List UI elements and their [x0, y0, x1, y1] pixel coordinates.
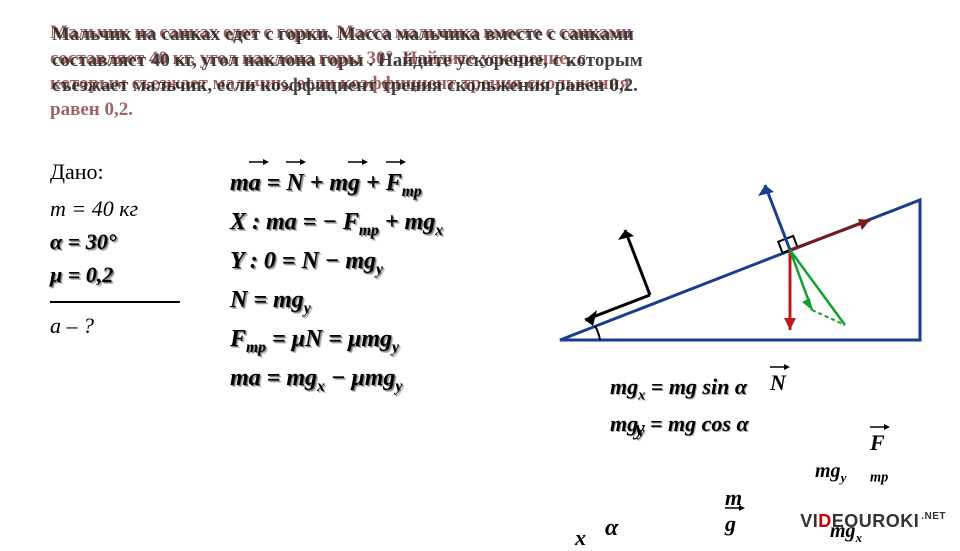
- eq-N: N = mgy: [230, 282, 443, 321]
- mgy-vector: [790, 250, 812, 310]
- problem-statement: Мальчик на санках едет с горки. Масса ма…: [50, 20, 910, 123]
- y-axis: [618, 230, 650, 295]
- logo-net: .NET: [921, 511, 946, 522]
- logo-d: D: [818, 511, 832, 531]
- given-divider: [50, 301, 180, 303]
- logo-post: EOUROKI: [832, 511, 920, 531]
- Ftr-vector: [790, 219, 870, 250]
- p1b: Мальчик на санках едет с горки. Масса ма…: [52, 24, 634, 45]
- eq-newton2: ma = N + mg + Fтр: [230, 165, 443, 204]
- components-block: mgx = mg sin α mgy = mg cos α: [610, 370, 749, 443]
- x-axis: [585, 295, 650, 326]
- logo-pre: VI: [800, 511, 818, 531]
- mgx-vector: [790, 250, 845, 325]
- eq-final: ma = mgx − μmgy: [230, 360, 443, 399]
- label-mgy: mgy: [815, 460, 846, 486]
- given-find: a – ?: [50, 309, 180, 342]
- eq-x-projection: X : ma = − Fтр + mgx: [230, 204, 443, 243]
- p4: равен 0,2.: [50, 99, 133, 120]
- problem-text-layer2: Мальчик на санках едет с горки. Масса ма…: [52, 22, 912, 99]
- logo: VIDEOUROKI.NET: [800, 511, 946, 532]
- label-Ftr: Fтр: [870, 430, 888, 486]
- comp-mgx: mgx = mg sin α: [610, 370, 749, 407]
- eq-friction: Fтр = μN = μmgy: [230, 321, 443, 360]
- given-block: Дано: m = 40 кг α = 30° μ = 0,2 a – ?: [50, 155, 180, 342]
- p3b: съезжает мальчик, если коэффициент трени…: [52, 75, 638, 96]
- given-angle: α = 30°: [50, 225, 180, 258]
- diagram: y x α N mmgg mgy mgx Fтр: [540, 170, 940, 370]
- label-N: N: [770, 370, 786, 396]
- label-mg: mmgg: [725, 485, 742, 537]
- given-mass: m = 40 кг: [50, 192, 180, 225]
- equations-block: ma = N + mg + Fтр X : ma = − Fтр + mgx Y…: [230, 165, 443, 399]
- label-x: x: [575, 525, 586, 551]
- eq-y-projection: Y : 0 = N − mgy: [230, 243, 443, 282]
- label-alpha: α: [605, 515, 618, 542]
- given-label: Дано:: [50, 155, 180, 188]
- comp-mgy: mgy = mg cos α: [610, 407, 749, 444]
- p2b: составляет 40 кг, угол наклона горы . На…: [52, 50, 643, 71]
- given-mu: μ = 0,2: [50, 258, 180, 291]
- diagram-svg: [540, 170, 940, 370]
- N-vector: [758, 185, 790, 250]
- angle-arc: [595, 326, 600, 340]
- label-y: y: [635, 415, 645, 441]
